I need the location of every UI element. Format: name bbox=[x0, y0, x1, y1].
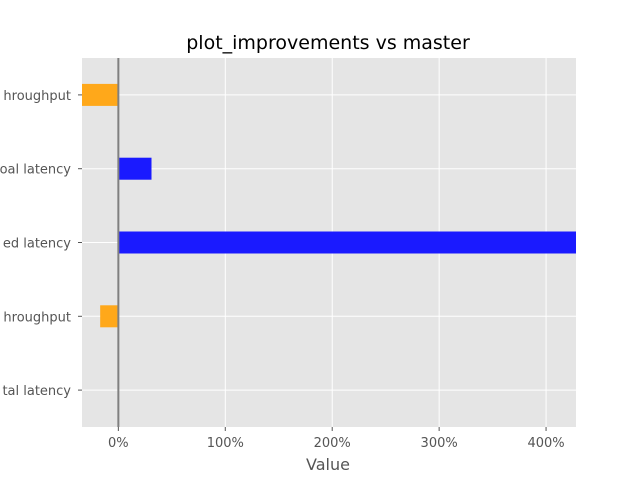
y-tick-label: ed latency bbox=[3, 237, 71, 252]
x-tick-label: 100% bbox=[207, 436, 244, 451]
x-tick-label: 400% bbox=[527, 436, 564, 451]
y-tick-label: tal latency bbox=[2, 384, 71, 399]
bar bbox=[100, 305, 119, 328]
x-axis-label: Value bbox=[306, 455, 350, 474]
x-tick-labels: 0% 100% 200% 300% 400% bbox=[108, 427, 565, 451]
y-tick-label: hroughput bbox=[3, 89, 71, 104]
bar bbox=[118, 231, 576, 254]
y-tick-labels: hroughput oal latency ed latency hroughput t… bbox=[0, 89, 82, 399]
chart-title: plot_improvements vs master bbox=[186, 32, 470, 54]
bars bbox=[82, 83, 576, 328]
y-tick-label: hroughput bbox=[3, 310, 71, 325]
y-tick-label: oal latency bbox=[0, 163, 71, 178]
x-tick-label: 300% bbox=[421, 436, 458, 451]
bar bbox=[82, 83, 119, 106]
x-tick-label: 200% bbox=[314, 436, 351, 451]
x-tick-label: 0% bbox=[108, 436, 129, 451]
bar bbox=[118, 157, 152, 180]
